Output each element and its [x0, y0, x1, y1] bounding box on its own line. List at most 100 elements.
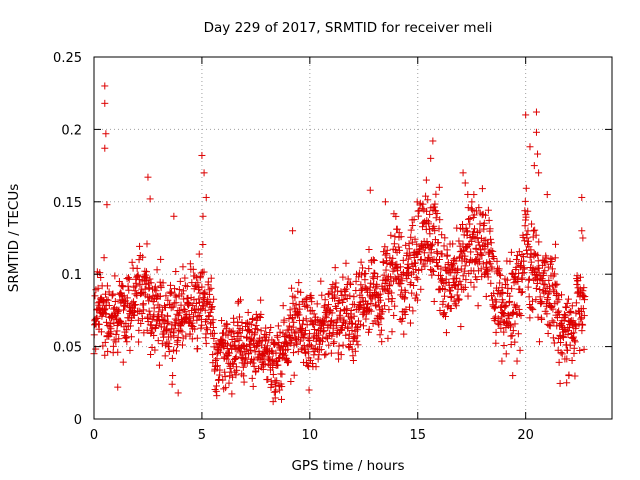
- data-point: [400, 330, 408, 338]
- data-point: [126, 322, 134, 330]
- y-tick-label: 0.05: [53, 341, 82, 356]
- data-point: [401, 311, 409, 319]
- data-point: [206, 298, 214, 306]
- data-point: [395, 243, 403, 251]
- data-point: [470, 191, 478, 199]
- data-point: [177, 301, 185, 309]
- data-point: [346, 340, 354, 348]
- data-point: [136, 281, 144, 289]
- data-point: [370, 269, 378, 277]
- data-point: [257, 327, 265, 335]
- data-point: [560, 316, 568, 324]
- data-point: [319, 328, 327, 336]
- data-point: [222, 384, 230, 392]
- data-point: [358, 294, 366, 302]
- data-point: [150, 331, 158, 339]
- data-point: [346, 292, 354, 300]
- data-point: [179, 263, 187, 271]
- data-point: [332, 279, 340, 287]
- data-point: [213, 392, 221, 400]
- y-tick-label: 0.25: [53, 51, 82, 66]
- data-point: [473, 275, 481, 283]
- data-point: [354, 341, 362, 349]
- data-point: [111, 272, 119, 280]
- data-point: [381, 251, 389, 259]
- data-point: [302, 315, 310, 323]
- data-point: [538, 315, 546, 323]
- data-point: [468, 198, 476, 206]
- data-point: [464, 190, 472, 198]
- data-point: [492, 298, 500, 306]
- data-point: [435, 225, 443, 233]
- data-point: [344, 323, 352, 331]
- data-point: [448, 292, 456, 300]
- data-point: [365, 306, 373, 314]
- data-point: [550, 318, 558, 326]
- data-point: [496, 279, 504, 287]
- data-point: [125, 274, 133, 282]
- data-point: [564, 295, 572, 303]
- data-point: [381, 198, 389, 206]
- data-point: [278, 370, 286, 378]
- data-point: [101, 144, 109, 152]
- data-point: [115, 277, 123, 285]
- data-point: [93, 314, 101, 322]
- data-point: [164, 318, 172, 326]
- data-point: [351, 347, 359, 355]
- data-point: [507, 341, 515, 349]
- data-point: [464, 292, 472, 300]
- data-point: [101, 351, 109, 359]
- data-point: [291, 335, 299, 343]
- data-point: [270, 388, 278, 396]
- data-point: [441, 292, 449, 300]
- data-point: [389, 254, 397, 262]
- data-point: [292, 301, 300, 309]
- data-point: [123, 338, 131, 346]
- data-point: [249, 314, 257, 322]
- data-point: [262, 324, 270, 332]
- data-point: [558, 291, 566, 299]
- data-point: [522, 111, 530, 119]
- data-point: [318, 291, 326, 299]
- data-point: [131, 301, 139, 309]
- data-point: [350, 293, 358, 301]
- data-point: [517, 289, 525, 297]
- data-point: [395, 246, 403, 254]
- data-point: [501, 303, 509, 311]
- data-point: [250, 362, 258, 370]
- data-point: [101, 305, 109, 313]
- data-point: [143, 240, 151, 248]
- data-point: [512, 255, 520, 263]
- data-point: [248, 335, 256, 343]
- data-point: [412, 273, 420, 281]
- data-point: [526, 301, 534, 309]
- data-point: [434, 239, 442, 247]
- data-point: [433, 258, 441, 266]
- data-point: [459, 169, 467, 177]
- data-point: [165, 348, 173, 356]
- data-point: [444, 259, 452, 267]
- data-point: [189, 302, 197, 310]
- data-point: [334, 349, 342, 357]
- data-point: [152, 324, 160, 332]
- data-point: [204, 278, 212, 286]
- data-point: [540, 280, 548, 288]
- data-point: [528, 220, 536, 228]
- data-point: [173, 310, 181, 318]
- data-point: [127, 333, 135, 341]
- data-point: [349, 356, 357, 364]
- data-point: [431, 227, 439, 235]
- data-point: [381, 302, 389, 310]
- data-point: [391, 274, 399, 282]
- data-point: [468, 237, 476, 245]
- data-point: [170, 346, 178, 354]
- data-point: [97, 328, 105, 336]
- data-point: [409, 221, 417, 229]
- data-point: [538, 277, 546, 285]
- data-point: [146, 195, 154, 203]
- data-point: [513, 251, 521, 259]
- data-point: [543, 191, 551, 199]
- data-point: [275, 354, 283, 362]
- data-point: [102, 310, 110, 318]
- data-point: [521, 197, 529, 205]
